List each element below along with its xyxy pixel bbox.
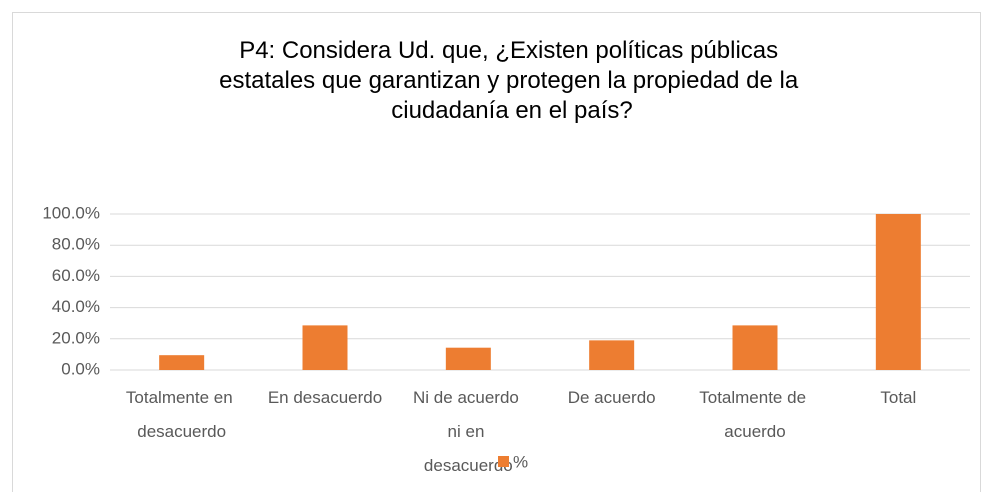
x-tick-label: De acuerdo: [568, 388, 656, 407]
y-tick-label: 20.0%: [52, 328, 100, 347]
legend-label: %: [513, 452, 528, 471]
chart-title: P4: Considera Ud. que, ¿Existen política…: [219, 37, 805, 124]
y-tick-label: 100.0%: [42, 203, 100, 222]
x-tick-label: En desacuerdo: [268, 388, 382, 407]
bar: [589, 340, 635, 370]
x-tick-label: Ni de acuerdo ni en desacuerdo: [413, 388, 524, 475]
bar: [445, 347, 491, 370]
x-tick-label: Totalmente de acuerdo: [699, 388, 811, 441]
y-tick-label: 0.0%: [61, 359, 100, 378]
y-tick-label: 40.0%: [52, 297, 100, 316]
bar: [875, 214, 921, 370]
bar: [159, 355, 205, 370]
x-tick-label: Total: [880, 388, 916, 407]
bar: [732, 325, 778, 370]
chart-border: [12, 12, 981, 492]
y-tick-label: 60.0%: [52, 266, 100, 285]
y-tick-label: 80.0%: [52, 235, 100, 254]
x-tick-label: Totalmente en desacuerdo: [126, 388, 238, 441]
bar: [302, 325, 348, 370]
legend-swatch: [498, 456, 509, 467]
